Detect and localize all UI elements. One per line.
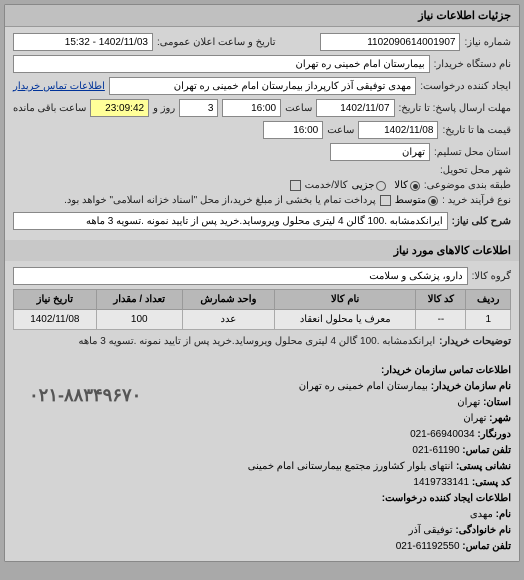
- table-cell: 1: [466, 310, 511, 330]
- table-header: نام کالا: [275, 290, 416, 310]
- contact-phone-value: 61192550-021: [396, 541, 460, 552]
- table-header: تعداد / مقدار: [96, 290, 182, 310]
- payment-checkbox[interactable]: [380, 195, 391, 206]
- deadline-valid-time: 16:00: [263, 121, 323, 139]
- goods-radio-group: کالا جزیی: [352, 180, 420, 191]
- city-value: تهران: [463, 413, 486, 424]
- radio-goods[interactable]: کالا: [394, 180, 420, 191]
- table-header: ردیف: [466, 290, 511, 310]
- province-value: تهران: [457, 397, 480, 408]
- buyer-org-value: بیمارستان امام خمینی ره تهران: [13, 55, 430, 73]
- purchase-class-label: طبقه بندی موضوعی:: [424, 180, 511, 191]
- deadline-send-label: مهلت ارسال پاسخ: تا تاریخ:: [399, 103, 511, 114]
- description-value: ایرانکدمشابه .100 گالن 4 لیتری محلول ویر…: [13, 212, 448, 230]
- fax-label: دورنگار:: [477, 429, 511, 440]
- delivery-location-value: تهران: [330, 143, 430, 161]
- org-name-value: بیمارستان امام خمینی ره تهران: [299, 381, 428, 392]
- contact-phone-label: تلفن تماس:: [462, 541, 511, 552]
- contact-link[interactable]: اطلاعات تماس خریدار: [13, 81, 105, 92]
- address-value: انتهای بلوار کشاورز مجتمع بیمارستانی اما…: [248, 461, 453, 472]
- radio-medium[interactable]: متوسط: [395, 195, 438, 206]
- table-cell: --: [416, 310, 466, 330]
- name-label: نام:: [496, 509, 511, 520]
- goods-table: ردیف کد کالا نام کالا واحد شمارش تعداد /…: [13, 289, 511, 330]
- delivery-location-label: استان محل تسلیم:: [434, 147, 511, 158]
- public-date-value: 1402/11/03 - 15:32: [13, 33, 153, 51]
- table-header: تاریخ نیاز: [14, 290, 97, 310]
- deadline-valid-label: قیمت ها تا تاریخ:: [442, 125, 511, 136]
- buyer-org-label: نام دستگاه خریدار:: [434, 59, 511, 70]
- radio-medium-label: متوسط: [395, 195, 426, 206]
- process-radio-group: متوسط: [395, 195, 438, 206]
- org-name-label: نام سازمان خریدار:: [431, 381, 511, 392]
- creator-value: مهدی توفیقی آذر کارپرداز بیمارستان امام …: [109, 77, 416, 95]
- deadline-send-date: 1402/11/07: [316, 99, 394, 117]
- buyer-notes-value: ایرانکدمشابه .100 گالن 4 لیتری محلول ویر…: [78, 336, 435, 347]
- fax-value: 66940034-021: [410, 429, 475, 440]
- description-label: شرح کلی نیاز:: [452, 216, 511, 227]
- table-header: واحد شمارش: [182, 290, 274, 310]
- goods-section-title: اطلاعات کالاهای مورد نیاز: [5, 240, 519, 261]
- number-value: 1102090614001907: [320, 33, 460, 51]
- table-row: 1 -- معرف یا محلول انعقاد عدد 100 1402/1…: [14, 310, 511, 330]
- phone-label: تلفن تماس:: [462, 445, 511, 456]
- city-label: شهر:: [489, 413, 511, 424]
- purchase-process-label: نوع فرآیند خرید :: [442, 195, 511, 206]
- table-cell: 100: [96, 310, 182, 330]
- number-label: شماره نیاز:: [464, 37, 511, 48]
- deadline-valid-date: 1402/11/08: [358, 121, 438, 139]
- deadline-send-time-label: ساعت: [285, 103, 312, 114]
- buyer-notes-label: توضیحات خریدار:: [439, 336, 511, 347]
- deadline-send-days: 3: [179, 99, 218, 117]
- radio-goods-label: کالا: [394, 180, 408, 191]
- postal-code-label: کد پستی:: [472, 477, 511, 488]
- radio-circle-icon: [376, 181, 386, 191]
- deadline-send-time: 16:00: [222, 99, 281, 117]
- goods-service-checkbox[interactable]: [290, 180, 301, 191]
- group-label: گروه کالا:: [472, 271, 511, 282]
- postal-code-value: 1419733141: [413, 477, 469, 488]
- delivery-city-label: شهر محل تحویل:: [440, 165, 511, 176]
- deadline-send-remaining: 23:09:42: [90, 99, 149, 117]
- panel-title: جزئیات اطلاعات نیاز: [5, 5, 519, 27]
- family-label: نام خانوادگی:: [455, 525, 511, 536]
- deadline-send-remaining-label: ساعت باقی مانده: [13, 103, 86, 114]
- radio-circle-icon: [428, 196, 438, 206]
- large-phone-watermark: ۰۲۱-۸۸۳۴۹۶۷۰: [25, 377, 145, 414]
- radio-circle-icon: [410, 181, 420, 191]
- table-cell: معرف یا محلول انعقاد: [275, 310, 416, 330]
- goods-service-label: کالا/خدمت: [305, 180, 348, 191]
- payment-note: پرداخت تمام یا بخشی از مبلغ خرید،از محل …: [64, 195, 376, 206]
- table-cell: 1402/11/08: [14, 310, 97, 330]
- radio-services-label: جزیی: [352, 180, 375, 191]
- deadline-send-days-label: روز و: [153, 103, 175, 114]
- deadline-valid-time-label: ساعت: [327, 125, 354, 136]
- phone-value: 61190-021: [412, 445, 459, 456]
- table-cell: عدد: [182, 310, 274, 330]
- group-value: دارو، پزشکی و سلامت: [13, 267, 468, 285]
- family-value: توفیقی آذر: [409, 525, 453, 536]
- requester-section-title: اطلاعات ایجاد کننده درخواست:: [13, 491, 511, 507]
- creator-label: ایجاد کننده درخواست:: [420, 81, 511, 92]
- radio-services[interactable]: جزیی: [352, 180, 387, 191]
- name-value: مهدی: [470, 509, 493, 520]
- province-label: استان:: [483, 397, 511, 408]
- public-date-label: تاریخ و ساعت اعلان عمومی:: [157, 37, 276, 48]
- address-label: نشانی پستی:: [456, 461, 511, 472]
- table-header: کد کالا: [416, 290, 466, 310]
